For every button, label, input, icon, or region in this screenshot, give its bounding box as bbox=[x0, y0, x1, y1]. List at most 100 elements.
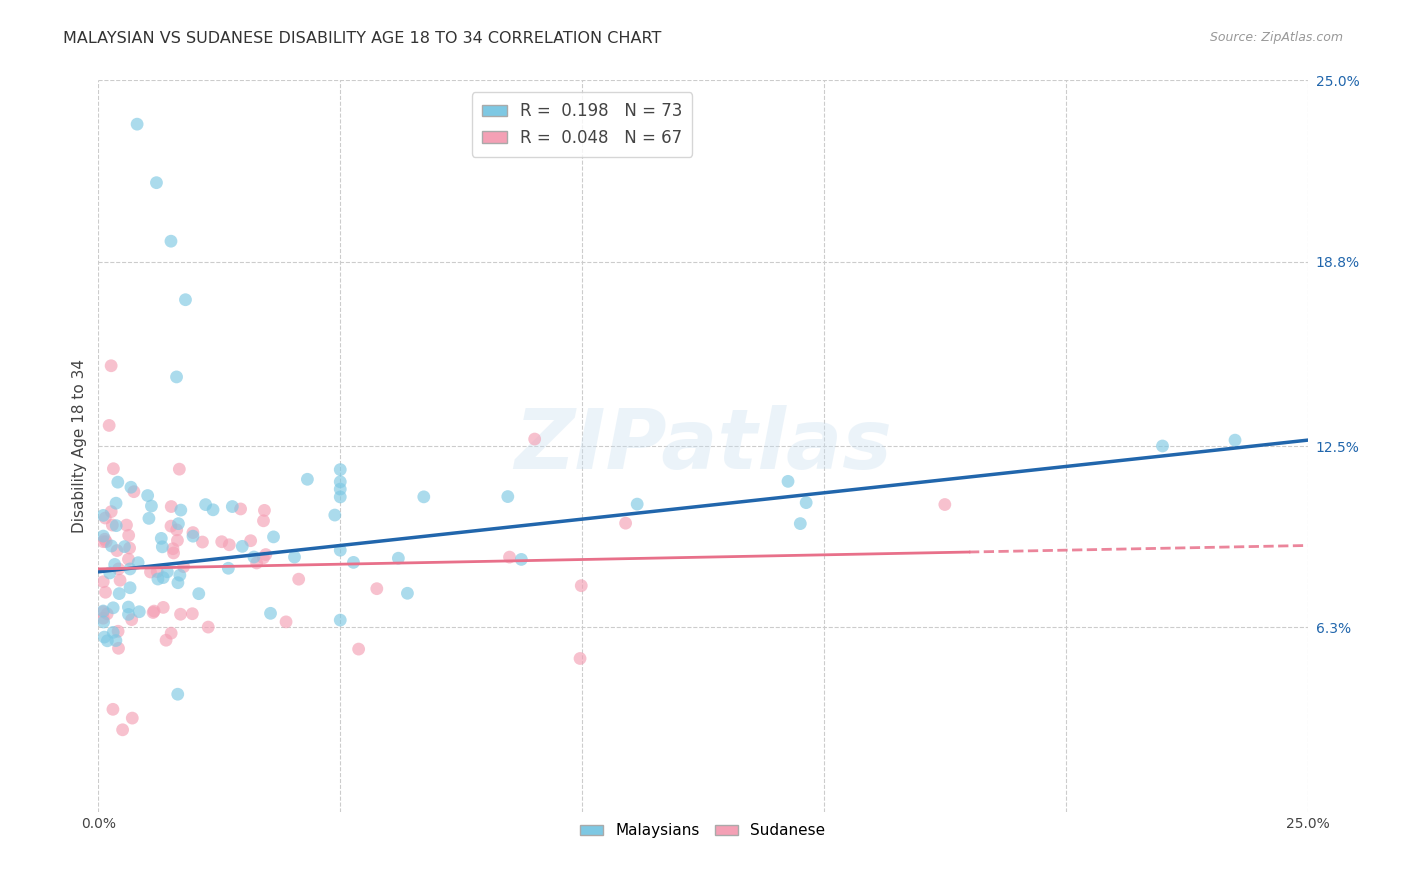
Point bbox=[146, 572, 169, 586]
Point bbox=[523, 432, 546, 446]
Point bbox=[127, 117, 149, 131]
Point bbox=[259, 607, 281, 621]
Point bbox=[107, 641, 129, 656]
Point bbox=[142, 606, 165, 620]
Point bbox=[100, 505, 122, 519]
Point bbox=[138, 511, 160, 525]
Point bbox=[121, 613, 143, 627]
Point bbox=[794, 495, 817, 509]
Point bbox=[118, 581, 141, 595]
Point bbox=[329, 490, 352, 504]
Point bbox=[94, 533, 117, 547]
Point bbox=[496, 490, 519, 504]
Point bbox=[91, 605, 114, 619]
Point bbox=[100, 539, 122, 553]
Point bbox=[323, 508, 346, 522]
Point bbox=[93, 630, 115, 644]
Point bbox=[191, 535, 214, 549]
Point bbox=[103, 600, 125, 615]
Point bbox=[169, 462, 191, 476]
Point bbox=[263, 530, 285, 544]
Point bbox=[1152, 439, 1174, 453]
Point bbox=[128, 605, 150, 619]
Point bbox=[93, 615, 115, 629]
Point bbox=[160, 234, 183, 248]
Point bbox=[297, 472, 319, 486]
Point bbox=[117, 552, 139, 566]
Point bbox=[162, 541, 184, 556]
Point bbox=[1223, 433, 1246, 447]
Point bbox=[187, 587, 209, 601]
Point bbox=[107, 624, 129, 639]
Point bbox=[239, 533, 262, 548]
Point bbox=[117, 600, 139, 615]
Point bbox=[152, 571, 174, 585]
Point bbox=[202, 503, 225, 517]
Point bbox=[98, 566, 121, 580]
Point bbox=[127, 556, 149, 570]
Point bbox=[569, 651, 592, 665]
Point bbox=[197, 620, 219, 634]
Point bbox=[396, 586, 419, 600]
Point bbox=[231, 540, 253, 554]
Point bbox=[145, 176, 167, 190]
Point bbox=[167, 575, 190, 590]
Point bbox=[218, 538, 240, 552]
Point bbox=[166, 523, 188, 537]
Point bbox=[98, 418, 121, 433]
Point bbox=[120, 480, 142, 494]
Point bbox=[246, 556, 269, 570]
Point bbox=[103, 625, 125, 640]
Point bbox=[100, 359, 122, 373]
Point bbox=[181, 525, 204, 540]
Point bbox=[776, 475, 799, 489]
Point bbox=[118, 528, 141, 542]
Point bbox=[107, 475, 129, 490]
Point bbox=[104, 633, 127, 648]
Point bbox=[412, 490, 434, 504]
Point bbox=[221, 500, 243, 514]
Point bbox=[342, 555, 364, 569]
Point bbox=[122, 484, 145, 499]
Point bbox=[252, 550, 274, 565]
Point bbox=[498, 550, 520, 565]
Legend: Malaysians, Sudanese: Malaysians, Sudanese bbox=[575, 817, 831, 845]
Point bbox=[105, 496, 128, 510]
Point bbox=[152, 600, 174, 615]
Point bbox=[139, 565, 162, 579]
Point bbox=[121, 711, 143, 725]
Point bbox=[150, 540, 173, 554]
Point bbox=[253, 503, 276, 517]
Point bbox=[217, 561, 239, 575]
Point bbox=[166, 533, 188, 548]
Point bbox=[101, 518, 124, 533]
Point bbox=[789, 516, 811, 531]
Point bbox=[626, 497, 648, 511]
Point bbox=[105, 543, 128, 558]
Point bbox=[91, 534, 114, 549]
Point bbox=[91, 604, 114, 618]
Point bbox=[510, 552, 533, 566]
Point bbox=[243, 549, 266, 564]
Point bbox=[91, 574, 114, 589]
Point bbox=[174, 293, 197, 307]
Point bbox=[141, 499, 163, 513]
Point bbox=[169, 568, 191, 582]
Point bbox=[167, 516, 190, 531]
Point bbox=[104, 558, 127, 572]
Point bbox=[169, 607, 191, 622]
Point bbox=[160, 519, 183, 533]
Point bbox=[105, 518, 128, 533]
Point bbox=[229, 502, 252, 516]
Point bbox=[111, 723, 134, 737]
Point bbox=[287, 572, 309, 586]
Point bbox=[117, 607, 139, 622]
Point bbox=[329, 482, 352, 496]
Text: MALAYSIAN VS SUDANESE DISABILITY AGE 18 TO 34 CORRELATION CHART: MALAYSIAN VS SUDANESE DISABILITY AGE 18 … bbox=[63, 31, 662, 46]
Point bbox=[146, 565, 169, 579]
Point bbox=[569, 579, 592, 593]
Point bbox=[118, 562, 141, 576]
Point bbox=[166, 370, 188, 384]
Point bbox=[156, 565, 179, 579]
Point bbox=[181, 607, 204, 621]
